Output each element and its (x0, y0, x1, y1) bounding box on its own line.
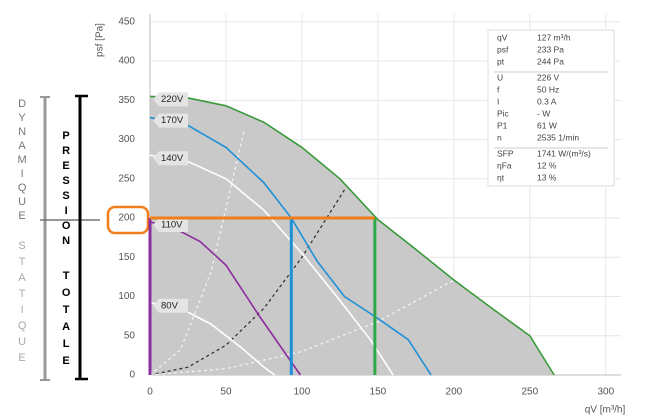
x-tick-label: 250 (521, 387, 538, 398)
info-label: n (497, 132, 502, 142)
y-axis-label: psf [Pa] (95, 23, 106, 57)
system-curve (149, 129, 245, 376)
info-value: 12 % (537, 160, 557, 170)
info-label: I (497, 96, 499, 106)
info-value: 50 Hz (537, 84, 559, 94)
y-tick-label: 150 (118, 252, 135, 263)
info-label: Pic (497, 108, 510, 118)
y-tick-label: 400 (118, 56, 135, 67)
info-label: f (497, 84, 500, 94)
total-label-2: TOTALE (60, 270, 72, 372)
curve-label: 170V (161, 115, 184, 126)
x-tick-label: 150 (370, 387, 387, 398)
info-value: 0.3 A (537, 96, 557, 106)
operating-area (150, 96, 555, 376)
info-value: 2535 1/min (537, 132, 579, 142)
y-tick-label: 300 (118, 134, 135, 145)
info-value: 127 m³/h (537, 32, 571, 42)
curve-label: 220V (161, 94, 184, 105)
system-curve (149, 279, 455, 376)
info-label: qV (497, 32, 508, 42)
info-value: 13 % (537, 172, 557, 182)
curve-label: 140V (161, 153, 184, 164)
curve-label-tag (153, 92, 188, 107)
highlight-circle (106, 205, 150, 235)
x-tick-label: 200 (446, 387, 463, 398)
info-value: 61 W (537, 120, 557, 130)
x-tick-label: 0 (147, 387, 153, 398)
y-tick-label: 50 (124, 330, 136, 341)
curve-label-tag (153, 113, 188, 128)
info-label: psf (497, 44, 509, 54)
system-curve (149, 189, 346, 376)
y-tick-label: 0 (129, 370, 135, 381)
y-tick-label: 200 (118, 213, 135, 224)
info-value: 244 Pa (537, 56, 564, 66)
info-label: SFP (497, 148, 514, 158)
y-tick-label: 100 (118, 291, 135, 302)
x-axis-label: qV [m³/h] (585, 405, 626, 416)
x-tick-label: 100 (294, 387, 311, 398)
x-tick-label: 50 (220, 387, 232, 398)
fan-curve (149, 154, 394, 376)
info-label: pt (497, 56, 505, 66)
curve-label: 80V (161, 300, 179, 311)
info-rows: qV 127 m³/h psf 233 Pa pt 244 Pa U 226 V f 50 Hz I… (494, 32, 608, 182)
curve-label: 110V (161, 219, 183, 230)
info-label: P1 (497, 120, 508, 130)
fan-curve (149, 116, 432, 376)
plot: 220V 170V 140V 110V 80V (149, 14, 621, 376)
info-value: 1741 W/(m³/s) (537, 148, 591, 158)
curve-label-tag (153, 217, 188, 232)
info-value: 226 V (537, 72, 560, 82)
y-tick-label: 250 (118, 173, 135, 184)
info-box (487, 29, 615, 187)
x-tick-label: 300 (597, 387, 614, 398)
dynamic-label: DYNAMIQUE (16, 98, 28, 224)
info-value: 233 Pa (537, 44, 564, 54)
static-label: STATIQUE (16, 240, 28, 368)
curve-label-tag (153, 298, 188, 313)
y-tick-label: 350 (118, 95, 135, 106)
total-label-1: PRESSION (60, 130, 72, 250)
y-tick-label: 450 (118, 16, 135, 27)
curve-label-tag (153, 151, 188, 166)
info-label: ηt (497, 172, 505, 182)
info-label: ηFa (497, 160, 512, 170)
info-value: - W (537, 108, 550, 118)
fan-curve (149, 95, 555, 376)
info-label: U (497, 72, 503, 82)
